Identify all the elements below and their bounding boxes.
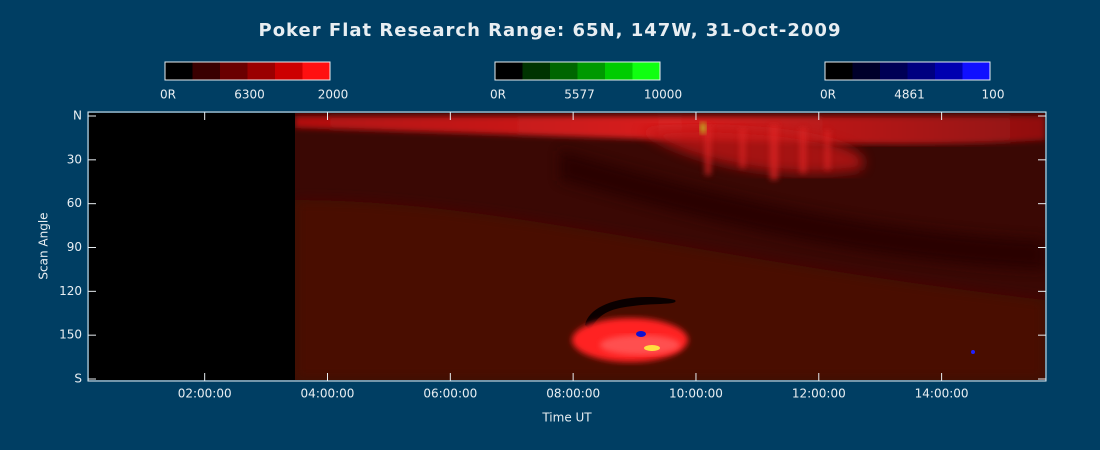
y-tick-label: 60 bbox=[67, 196, 82, 210]
colorbar-label: 6300 bbox=[234, 88, 265, 102]
colorbar-frame bbox=[824, 61, 991, 81]
x-axis-label: Time UT bbox=[541, 411, 592, 425]
colorbar-label: 10000 bbox=[644, 88, 682, 102]
keogram-image bbox=[89, 113, 1045, 380]
x-tick-label: 04:00:00 bbox=[301, 387, 355, 401]
colorbar-swatch bbox=[880, 62, 908, 80]
y-tick-label: 30 bbox=[67, 152, 82, 166]
plot-frame bbox=[87, 111, 1047, 382]
colorbar-swatch bbox=[825, 62, 853, 80]
colorbar-swatch bbox=[962, 62, 990, 80]
colorbar-frame bbox=[494, 61, 661, 81]
colorbar-label: 100 bbox=[982, 88, 1005, 102]
colorbar-label: 4861 bbox=[894, 88, 925, 102]
y-tick-label: 120 bbox=[59, 284, 82, 298]
colorbar-swatch bbox=[495, 62, 523, 80]
colorbar-swatch bbox=[907, 62, 935, 80]
y-tick-label: 90 bbox=[67, 240, 82, 254]
x-tick-label: 14:00:00 bbox=[915, 387, 969, 401]
y-tick-label: 150 bbox=[59, 328, 82, 342]
colorbar-label: 0R bbox=[820, 88, 836, 102]
chart-title: Poker Flat Research Range: 65N, 147W, 31… bbox=[259, 20, 842, 41]
colorbar-swatch bbox=[275, 62, 303, 80]
x-tick-label: 02:00:00 bbox=[178, 387, 232, 401]
colorbar-label: 0R bbox=[490, 88, 506, 102]
colorbar-swatch bbox=[605, 62, 633, 80]
x-tick-label: 12:00:00 bbox=[792, 387, 846, 401]
x-tick-label: 06:00:00 bbox=[423, 387, 477, 401]
colorbar-swatch bbox=[522, 62, 550, 80]
colorbar-label: 0R bbox=[160, 88, 176, 102]
colorbar-swatch bbox=[165, 62, 193, 80]
x-tick-label: 10:00:00 bbox=[669, 387, 723, 401]
colorbar-label: 5577 bbox=[564, 88, 595, 102]
colorbar-swatch bbox=[632, 62, 660, 80]
y-tick-label: S bbox=[74, 372, 82, 386]
colorbar-swatch bbox=[577, 62, 605, 80]
colorbar-swatch bbox=[550, 62, 578, 80]
y-tick-label: N bbox=[73, 109, 82, 123]
colorbar-swatch bbox=[247, 62, 275, 80]
colorbar-frame bbox=[164, 61, 331, 81]
colorbar-swatch bbox=[935, 62, 963, 80]
colorbar-swatch bbox=[302, 62, 330, 80]
y-axis-label: Scan Angle bbox=[37, 212, 51, 279]
x-tick-label: 08:00:00 bbox=[546, 387, 600, 401]
colorbar-label: 2000 bbox=[318, 88, 349, 102]
colorbar-swatch bbox=[192, 62, 220, 80]
colorbar-swatch bbox=[852, 62, 880, 80]
colorbar-swatch bbox=[220, 62, 248, 80]
